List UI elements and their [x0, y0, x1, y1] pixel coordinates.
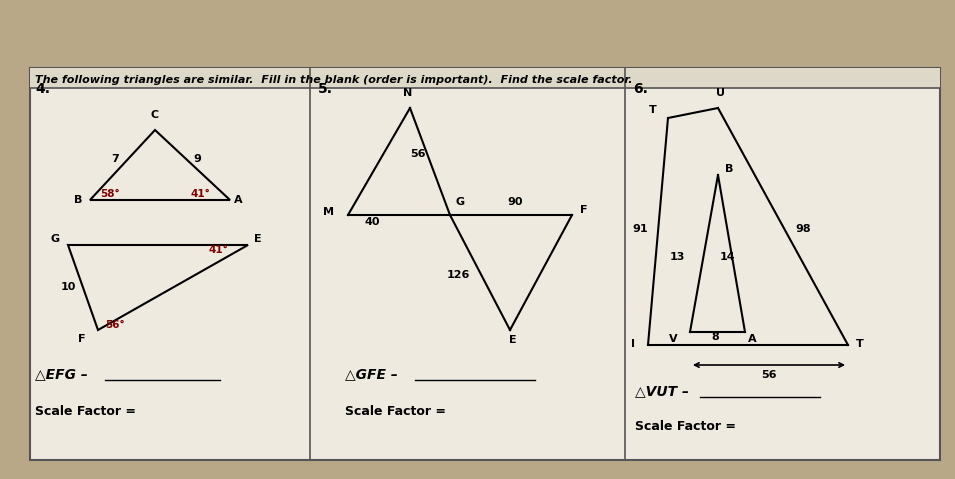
- Text: C: C: [151, 110, 159, 120]
- Text: The following triangles are similar.  Fill in the blank (order is important).  F: The following triangles are similar. Fil…: [35, 75, 632, 85]
- Text: U: U: [715, 88, 725, 98]
- Text: F: F: [78, 334, 86, 344]
- Text: Scale Factor =: Scale Factor =: [635, 420, 736, 433]
- Text: G: G: [455, 197, 464, 207]
- Text: 5.: 5.: [318, 82, 333, 96]
- Text: 58°: 58°: [100, 189, 119, 199]
- Text: △VUT –: △VUT –: [635, 384, 689, 398]
- Text: 56: 56: [411, 149, 426, 159]
- Text: 13: 13: [669, 252, 685, 262]
- Text: V: V: [669, 334, 678, 344]
- Text: E: E: [509, 335, 517, 345]
- Text: 98: 98: [795, 224, 811, 234]
- Text: 9: 9: [193, 154, 201, 164]
- Text: 6.: 6.: [633, 82, 647, 96]
- Text: 56°: 56°: [105, 320, 125, 330]
- Text: 91: 91: [632, 224, 648, 234]
- Text: N: N: [403, 88, 413, 98]
- Text: Scale Factor =: Scale Factor =: [345, 405, 446, 418]
- Text: F: F: [580, 205, 587, 215]
- Bar: [30, 68, 940, 460]
- Bar: [30, 68, 940, 88]
- Text: 4.: 4.: [35, 82, 50, 96]
- Text: Scale Factor =: Scale Factor =: [35, 405, 136, 418]
- Text: I: I: [631, 339, 635, 349]
- Text: M: M: [323, 207, 334, 217]
- Text: 8: 8: [711, 332, 719, 342]
- Text: B: B: [725, 164, 733, 174]
- Text: E: E: [254, 234, 262, 244]
- Text: T: T: [856, 339, 863, 349]
- Text: G: G: [51, 234, 59, 244]
- Text: 41°: 41°: [190, 189, 210, 199]
- Text: 126: 126: [446, 270, 470, 280]
- Text: A: A: [748, 334, 756, 344]
- Text: 40: 40: [364, 217, 380, 227]
- Text: 14: 14: [720, 252, 735, 262]
- Text: T: T: [649, 105, 657, 115]
- Text: B: B: [74, 195, 82, 205]
- Text: 56: 56: [761, 370, 776, 380]
- Text: 10: 10: [60, 282, 75, 292]
- Text: △GFE –: △GFE –: [345, 367, 398, 381]
- Text: △EFG –: △EFG –: [35, 367, 88, 381]
- Text: 7: 7: [111, 154, 118, 164]
- Text: 90: 90: [507, 197, 522, 207]
- Text: 41°: 41°: [208, 245, 228, 255]
- Text: A: A: [234, 195, 243, 205]
